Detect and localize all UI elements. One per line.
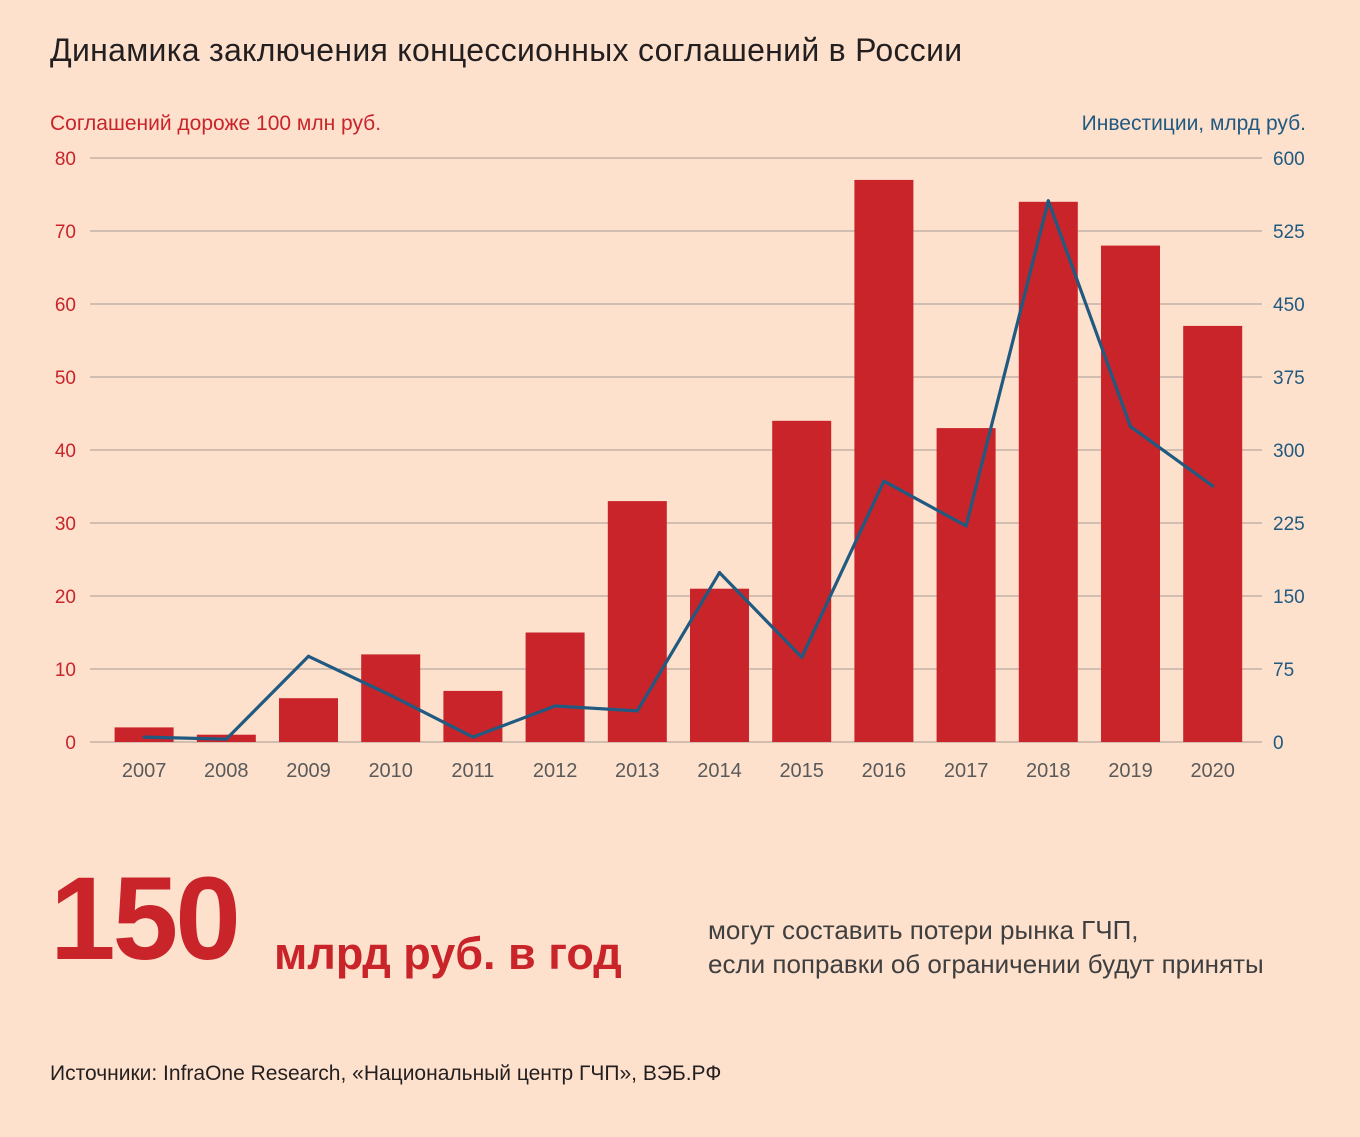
y-right-tick-150: 150 [1273, 587, 1305, 608]
bar-2020 [1183, 325, 1243, 742]
combo-chart: Соглашений дороже 100 млн руб. Инвестици… [50, 112, 1306, 782]
investment-point-2013 [635, 709, 639, 713]
x-tick-2020: 2020 [1190, 760, 1235, 782]
x-tick-2018: 2018 [1026, 760, 1071, 782]
highlight-number: 150 [50, 853, 241, 985]
chart-title: Динамика заключения концессионных соглаш… [50, 32, 963, 68]
x-tick-2011: 2011 [451, 760, 494, 782]
y-left-tick-80: 80 [55, 149, 76, 170]
investment-point-2008 [224, 737, 228, 741]
y-left-tick-30: 30 [55, 514, 76, 535]
y-right-tick-0: 0 [1273, 733, 1284, 754]
x-tick-2019: 2019 [1108, 760, 1153, 782]
y-left-tick-60: 60 [55, 295, 76, 316]
y-axis-left-label: Соглашений дороже 100 млн руб. [50, 112, 381, 135]
bar-2019 [1101, 245, 1160, 742]
y-right-tick-225: 225 [1273, 514, 1305, 535]
bar-2018 [1018, 201, 1078, 743]
sources-note: Источники: InfraOne Research, «Националь… [50, 1062, 722, 1085]
x-tick-2012: 2012 [533, 760, 578, 782]
investment-point-2016 [882, 479, 886, 483]
investment-point-2017 [964, 524, 968, 528]
x-tick-2010: 2010 [368, 760, 413, 782]
x-tick-2007: 2007 [122, 760, 167, 782]
bar-2013 [607, 501, 667, 742]
bar-2009 [279, 698, 338, 742]
investments-line [144, 199, 1214, 741]
investment-point-2014 [717, 571, 722, 575]
bars-series [114, 179, 1243, 743]
y-right-tick-450: 450 [1273, 295, 1305, 316]
y-axis-right-label: Инвестиции, млрд руб. [1082, 112, 1306, 135]
bar-2012 [525, 632, 585, 742]
investment-point-2020 [1211, 484, 1215, 488]
bar-2011 [443, 690, 503, 742]
bar-2007 [114, 727, 174, 742]
y-right-tick-375: 375 [1273, 368, 1305, 389]
y-right-tick-300: 300 [1273, 441, 1305, 462]
investment-point-2011 [471, 735, 475, 739]
x-tick-2014: 2014 [697, 760, 742, 782]
axis-ticks: 0 10 20 30 40 50 60 70 80 0 75 150 225 300 375 450 525 60… [55, 149, 1305, 782]
y-right-tick-525: 525 [1273, 222, 1305, 243]
x-tick-2009: 2009 [286, 760, 331, 782]
x-tick-2015: 2015 [779, 760, 824, 782]
x-tick-2017: 2017 [944, 760, 989, 782]
x-tick-2008: 2008 [204, 760, 249, 782]
highlight-unit: млрд руб. в год [274, 928, 622, 979]
investment-point-2012 [553, 704, 557, 708]
y-left-tick-0: 0 [65, 733, 76, 754]
investment-point-2007 [142, 735, 146, 739]
investment-point-2009 [306, 654, 311, 658]
y-right-tick-600: 600 [1273, 149, 1305, 170]
investment-point-2010 [389, 693, 393, 697]
highlight-description-line-1: могут составить потери рынка ГЧП, [708, 915, 1139, 945]
investments-series [142, 199, 1215, 741]
x-tick-2016: 2016 [862, 760, 907, 782]
bar-2010 [361, 654, 421, 742]
y-right-tick-75: 75 [1273, 660, 1294, 681]
y-left-tick-50: 50 [55, 368, 76, 389]
y-left-tick-10: 10 [55, 660, 76, 681]
grid-lines [90, 157, 1262, 743]
highlight-description: могут составить потери рынка ГЧП, если п… [708, 914, 1264, 982]
y-left-tick-40: 40 [55, 441, 76, 462]
investment-point-2019 [1128, 425, 1133, 429]
investment-point-2015 [800, 655, 804, 659]
bar-2015 [772, 420, 832, 742]
x-tick-2013: 2013 [615, 760, 660, 782]
bar-2016 [854, 179, 914, 742]
bar-2014 [690, 588, 749, 742]
investment-point-2018 [1046, 199, 1050, 203]
y-left-tick-70: 70 [55, 222, 76, 243]
bar-2017 [936, 428, 996, 742]
y-left-tick-20: 20 [55, 587, 76, 608]
highlight-description-line-2: если поправки об ограничении будут приня… [708, 948, 1264, 979]
